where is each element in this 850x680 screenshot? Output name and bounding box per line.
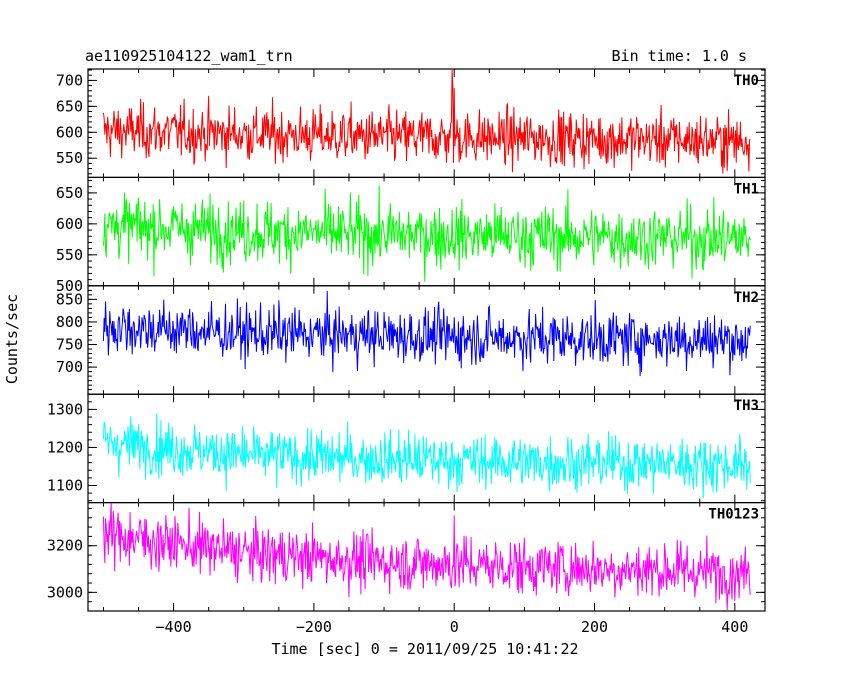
panel-frame <box>87 502 766 612</box>
panel-th0: TH0 550 600 650 700 <box>56 68 766 179</box>
y-tick-label: 600 <box>56 123 83 141</box>
y-tick-label: 650 <box>56 97 83 115</box>
x-tick-label: 200 <box>581 618 608 636</box>
y-tick-label: 3200 <box>47 537 83 555</box>
y-tick-label: 850 <box>56 290 83 308</box>
bin-time-label: Bin time: 1.0 s <box>612 47 747 65</box>
y-tick-label: 550 <box>56 246 83 264</box>
y-tick-label: 1100 <box>47 476 83 494</box>
y-tick-label: 700 <box>56 71 83 89</box>
x-tick-label: 400 <box>721 618 748 636</box>
x-axis-label: Time [sec] 0 = 2011/09/25 10:41:22 <box>271 640 578 658</box>
x-axis-ticks: −400 −200 0 200 400 <box>156 618 749 636</box>
panels-group: TH0 550 600 650 700 TH1 500 550 600 650 TH2 700 750 8… <box>47 68 766 612</box>
y-tick-label: 650 <box>56 184 83 202</box>
y-tick-label: 550 <box>56 149 83 167</box>
panel-th1: TH1 500 550 600 650 <box>56 176 766 295</box>
series-name-label: TH0 <box>734 73 759 89</box>
panel-th3: TH3 1100 1200 1300 <box>47 393 766 504</box>
x-tick-label: −200 <box>296 618 332 636</box>
y-tick-label: 1200 <box>47 438 83 456</box>
panel-th0123: TH0123 3000 3200 <box>47 502 766 612</box>
series-line-th1 <box>102 185 751 282</box>
series-line-th3 <box>102 413 751 499</box>
y-axis-label: Counts/sec <box>3 294 21 384</box>
series-name-label: TH3 <box>734 398 759 414</box>
y-tick-label: 800 <box>56 313 83 331</box>
y-tick-label: 3000 <box>47 583 83 601</box>
y-tick-label: 700 <box>56 358 83 376</box>
y-tick-label: 1300 <box>47 400 83 418</box>
series-line-th0 <box>102 70 751 174</box>
x-tick-label: −400 <box>156 618 192 636</box>
x-tick-label: 0 <box>450 618 459 636</box>
y-tick-label: 750 <box>56 336 83 354</box>
series-line-th2 <box>102 290 751 377</box>
series-name-label: TH1 <box>734 181 759 197</box>
series-name-label: TH2 <box>734 290 759 306</box>
y-tick-label: 500 <box>56 277 83 295</box>
y-tick-label: 600 <box>56 215 83 233</box>
panel-th2: TH2 700 750 800 850 <box>56 285 766 395</box>
series-name-label: TH0123 <box>708 507 759 523</box>
series-line-th0123 <box>102 502 751 611</box>
chart-title: ae110925104122_wam1_trn <box>85 47 293 65</box>
